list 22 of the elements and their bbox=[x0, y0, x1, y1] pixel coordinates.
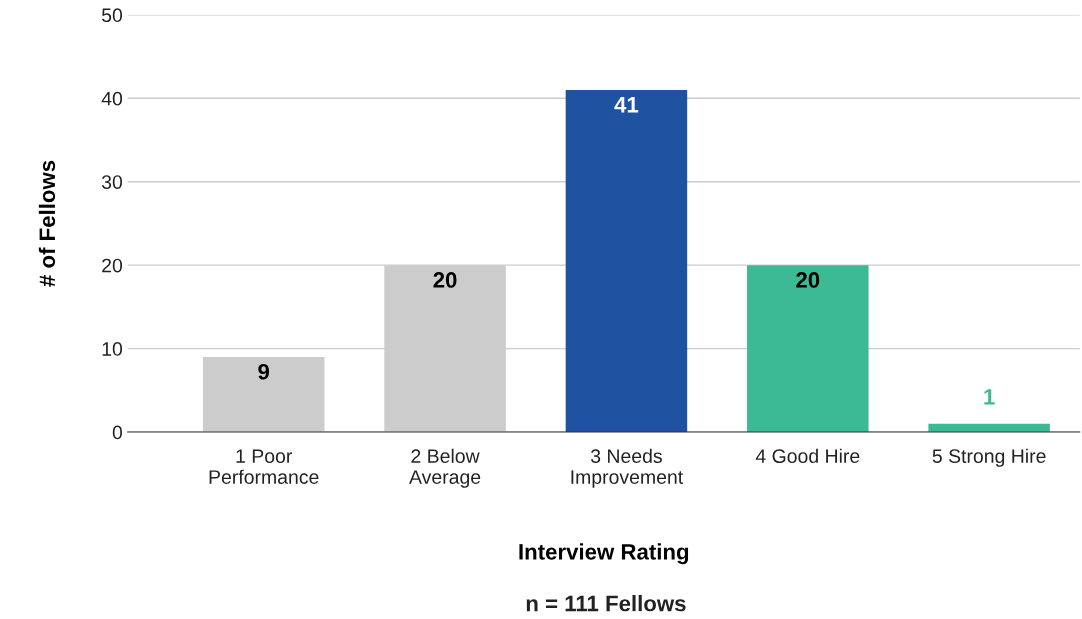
y-tick-label: 40 bbox=[101, 91, 123, 106]
y-axis-title: # of Fellows bbox=[38, 160, 56, 287]
data-label: 20 bbox=[796, 272, 820, 288]
x-axis-title: Interview Rating bbox=[519, 543, 689, 565]
x-tick-label: 5 Strong Hire bbox=[932, 448, 1046, 467]
text: n = 111 Fellows bbox=[526, 595, 686, 612]
y-tick-label: 0 bbox=[112, 425, 123, 440]
data-label: 41 bbox=[614, 97, 639, 113]
data-label: 9 bbox=[258, 363, 270, 380]
data-label: 1 bbox=[984, 389, 995, 405]
x-tick-label: 4 Good Hire bbox=[755, 448, 860, 464]
y-tick-label: 10 bbox=[102, 342, 123, 356]
bar bbox=[202, 356, 325, 433]
y-tick-label: 30 bbox=[101, 175, 123, 189]
x-tick-label: 2 Below Average bbox=[409, 448, 481, 488]
y-tick-label: 50 bbox=[101, 8, 123, 23]
data-label: 20 bbox=[433, 272, 457, 288]
x-tick-label: 3 Needs Improvement bbox=[571, 448, 684, 488]
y-tick-label: 20 bbox=[102, 258, 123, 273]
bar bbox=[565, 89, 688, 433]
x-tick-label: 1 Poor Performance bbox=[209, 449, 319, 484]
bar bbox=[747, 265, 869, 433]
